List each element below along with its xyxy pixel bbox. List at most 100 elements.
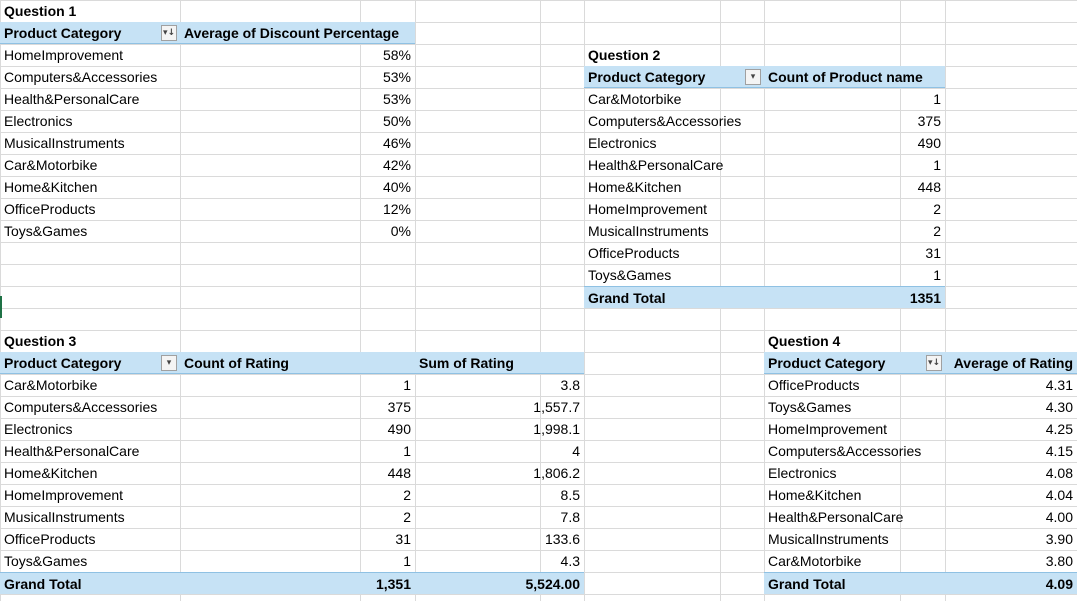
table-row-value[interactable]: 1 (933, 267, 941, 283)
table-row-value[interactable]: 31 (925, 245, 941, 261)
table-row-value[interactable]: 3.8 (560, 377, 580, 393)
table-row-value[interactable]: 12% (382, 201, 411, 217)
table-row-value[interactable]: 1,806.2 (533, 465, 580, 481)
table-row-value[interactable]: 375 (917, 113, 941, 129)
table-row-value[interactable]: 490 (387, 421, 411, 437)
table-row-category[interactable]: Toys&Games (4, 223, 88, 239)
q2-title[interactable]: Question 2 (588, 47, 661, 63)
q4-header-category[interactable]: Product Category ▾↓ (764, 352, 945, 374)
table-row-category[interactable]: MusicalInstruments (768, 531, 889, 547)
table-row-category[interactable]: Home&Kitchen (4, 179, 98, 195)
q3-header-count[interactable]: Count of Rating (180, 352, 415, 374)
table-row-value[interactable]: 53% (382, 91, 411, 107)
table-row-value[interactable]: 4.3 (560, 553, 580, 569)
table-row-category[interactable]: HomeImprovement (4, 47, 124, 63)
sort-desc-filter-icon[interactable]: ▾↓ (161, 25, 177, 41)
table-row-category[interactable]: Health&PersonalCare (4, 91, 140, 107)
sort-desc-filter-icon[interactable]: ▾↓ (926, 355, 942, 371)
grand-total-label[interactable]: Grand Total (764, 572, 945, 594)
table-row-category[interactable]: Electronics (4, 421, 73, 437)
table-row-value[interactable]: 58% (382, 47, 411, 63)
table-row-value[interactable]: 1 (403, 443, 411, 459)
table-row-value[interactable]: 448 (387, 465, 411, 481)
table-row-category[interactable]: MusicalInstruments (4, 135, 125, 151)
grand-total-value[interactable]: 1,351 (180, 572, 415, 594)
table-row-value[interactable]: 3.80 (1045, 553, 1073, 569)
table-row-value[interactable]: 40% (382, 179, 411, 195)
table-row-value[interactable]: 133.6 (544, 531, 580, 547)
table-row-category[interactable]: Toys&Games (588, 267, 672, 283)
table-row-category[interactable]: Computers&Accessories (4, 69, 158, 85)
q4-title[interactable]: Question 4 (768, 333, 841, 349)
table-row-category[interactable]: Toys&Games (768, 399, 852, 415)
dropdown-icon[interactable]: ▾ (745, 69, 761, 85)
q2-header-value[interactable]: Count of Product name (764, 66, 945, 88)
table-row-category[interactable]: Toys&Games (4, 553, 88, 569)
table-row-value[interactable]: 490 (917, 135, 941, 151)
table-row-category[interactable]: OfficeProducts (4, 531, 96, 547)
table-row-category[interactable]: Home&Kitchen (4, 465, 98, 481)
table-row-value[interactable]: 1 (933, 91, 941, 107)
table-row-category[interactable]: Computers&Accessories (588, 113, 742, 129)
table-row-category[interactable]: HomeImprovement (588, 201, 708, 217)
table-row-category[interactable]: MusicalInstruments (4, 509, 125, 525)
table-row-category[interactable]: Car&Motorbike (4, 157, 98, 173)
dropdown-icon[interactable]: ▾ (161, 355, 177, 371)
table-row-category[interactable]: HomeImprovement (768, 421, 888, 437)
table-row-value[interactable]: 42% (382, 157, 411, 173)
table-row-value[interactable]: 50% (382, 113, 411, 129)
table-row-value[interactable]: 4.15 (1045, 443, 1073, 459)
table-row-value[interactable]: 2 (403, 487, 411, 503)
table-row-value[interactable]: 4.04 (1045, 487, 1073, 503)
table-row-value[interactable]: 375 (387, 399, 411, 415)
table-row-category[interactable]: Health&PersonalCare (768, 509, 904, 525)
q1-header-category[interactable]: Product Category ▾↓ (0, 22, 180, 44)
table-row-value[interactable]: 4.00 (1045, 509, 1073, 525)
q3-header-sum[interactable]: Sum of Rating (415, 352, 584, 374)
q3-header-category[interactable]: Product Category ▾ (0, 352, 180, 374)
table-row-category[interactable]: MusicalInstruments (588, 223, 709, 239)
table-row-category[interactable]: OfficeProducts (768, 377, 860, 393)
table-row-value[interactable]: 4 (572, 443, 580, 459)
q1-header-value[interactable]: Average of Discount Percentage (180, 22, 415, 44)
table-row-value[interactable]: 4.30 (1045, 399, 1073, 415)
table-row-value[interactable]: 2 (403, 509, 411, 525)
table-row-value[interactable]: 3.90 (1045, 531, 1073, 547)
table-row-category[interactable]: OfficeProducts (588, 245, 680, 261)
table-row-value[interactable]: 31 (395, 531, 411, 547)
grand-total-value[interactable]: 5,524.00 (415, 572, 584, 594)
table-row-category[interactable]: Electronics (588, 135, 657, 151)
table-row-value[interactable]: 1 (403, 377, 411, 393)
table-row-category[interactable]: Car&Motorbike (4, 377, 98, 393)
table-row-category[interactable]: Car&Motorbike (588, 91, 682, 107)
table-row-category[interactable]: Computers&Accessories (4, 399, 158, 415)
table-row-category[interactable]: Car&Motorbike (768, 553, 862, 569)
grand-total-label[interactable]: Grand Total (0, 572, 180, 594)
table-row-value[interactable]: 7.8 (560, 509, 580, 525)
q4-header-value[interactable]: Average of Rating (945, 352, 1077, 374)
table-row-value[interactable]: 1 (933, 157, 941, 173)
table-row-category[interactable]: HomeImprovement (4, 487, 124, 503)
table-row-value[interactable]: 4.25 (1045, 421, 1073, 437)
q1-title[interactable]: Question 1 (4, 3, 77, 19)
table-row-value[interactable]: 448 (917, 179, 941, 195)
table-row-value[interactable]: 0% (390, 223, 411, 239)
q2-header-category[interactable]: Product Category ▾ (584, 66, 764, 88)
table-row-category[interactable]: Health&PersonalCare (4, 443, 140, 459)
q3-title[interactable]: Question 3 (4, 333, 77, 349)
table-row-category[interactable]: Computers&Accessories (768, 443, 922, 459)
table-row-value[interactable]: 4.08 (1045, 465, 1073, 481)
grand-total-value[interactable]: 4.09 (945, 572, 1077, 594)
table-row-value[interactable]: 8.5 (560, 487, 580, 503)
table-row-value[interactable]: 2 (933, 223, 941, 239)
table-row-value[interactable]: 46% (382, 135, 411, 151)
table-row-value[interactable]: 1 (403, 553, 411, 569)
table-row-category[interactable]: Health&PersonalCare (588, 157, 724, 173)
table-row-value[interactable]: 1,557.7 (533, 399, 580, 415)
table-row-category[interactable]: Electronics (768, 465, 837, 481)
table-row-category[interactable]: Electronics (4, 113, 73, 129)
table-row-value[interactable]: 2 (933, 201, 941, 217)
table-row-value[interactable]: 1,998.1 (533, 421, 580, 437)
grand-total-value[interactable]: 1351 (764, 286, 945, 308)
table-row-value[interactable]: 4.31 (1045, 377, 1073, 393)
